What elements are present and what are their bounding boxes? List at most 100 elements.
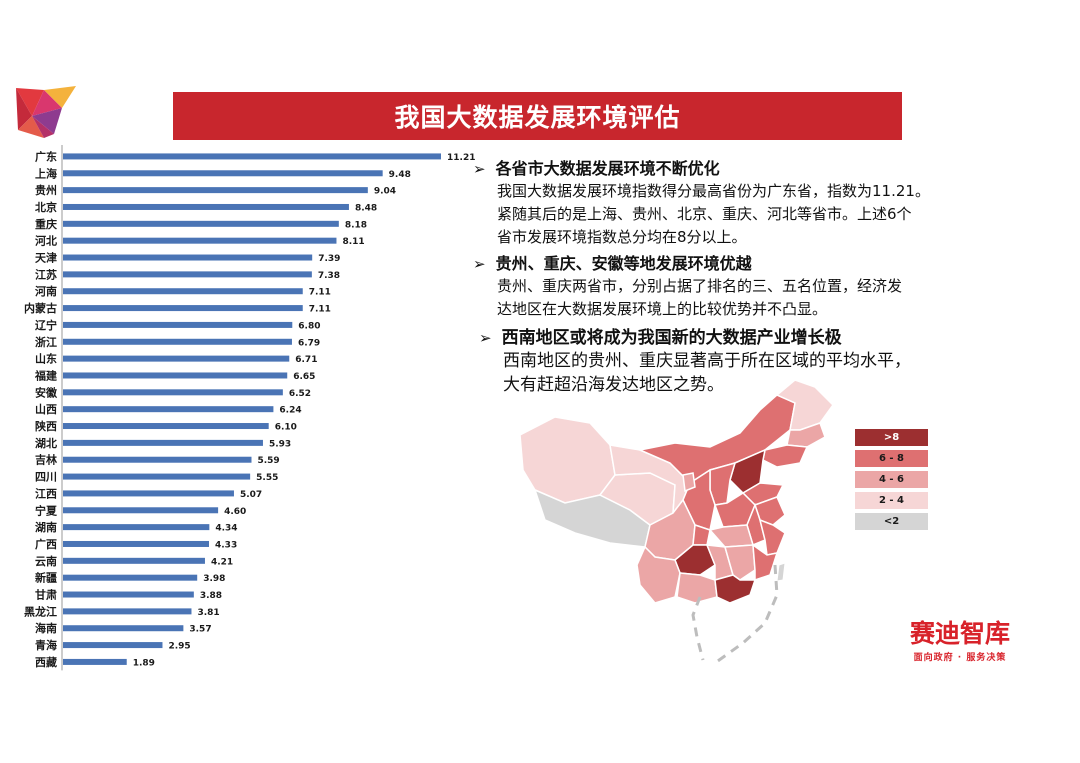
bullet-body: 贵州、重庆两省市，分别占据了排名的三、五名位置，经济发 达地区在大数据发展环境上… bbox=[473, 275, 993, 321]
map-region-hainan bbox=[681, 585, 693, 593]
legend-label: 2 - 4 bbox=[878, 495, 905, 506]
map-region-yunnan bbox=[636, 545, 681, 604]
data-label: 1.89 bbox=[133, 658, 155, 668]
category-label: 吉林 bbox=[35, 453, 57, 467]
category-label: 浙江 bbox=[35, 335, 57, 349]
data-label: 6.10 bbox=[275, 423, 297, 433]
category-label: 青海 bbox=[35, 638, 57, 652]
category-label: 贵州 bbox=[35, 183, 57, 197]
legend-item: >8 bbox=[855, 429, 928, 446]
brand-name: 赛迪智库 bbox=[910, 619, 1011, 648]
data-label: 7.11 bbox=[309, 305, 331, 315]
company-logo bbox=[16, 86, 76, 138]
bar bbox=[63, 321, 293, 328]
arrow-icon: ➢ bbox=[473, 255, 486, 273]
map-region-fujian bbox=[752, 543, 779, 582]
legend-label: <2 bbox=[883, 516, 900, 527]
map-region-shanxi bbox=[709, 461, 737, 506]
brand-slogan: 面向政府 · 服务决策 bbox=[913, 653, 1007, 663]
bar bbox=[63, 642, 163, 649]
category-label: 山东 bbox=[35, 352, 57, 366]
data-label: 6.52 bbox=[289, 389, 311, 399]
category-label: 上海 bbox=[35, 166, 57, 180]
category-label: 西藏 bbox=[35, 655, 57, 669]
category-label: 河南 bbox=[35, 284, 57, 298]
bar bbox=[63, 456, 252, 463]
bullet-line: 我国大数据发展环境指数得分最高省份为广东省，指数为11.21。 bbox=[497, 182, 930, 200]
bullet-item: ➢ 贵州、重庆、安徽等地发展环境优越 贵州、重庆两省市，分别占据了排名的三、五名位… bbox=[473, 253, 993, 321]
bullet-body: 我国大数据发展环境指数得分最高省份为广东省，指数为11.21。 紧随其后的是上海… bbox=[473, 180, 993, 249]
bullet-item: ➢ 西南地区或将成为我国新的大数据产业增长极 西南地区的贵州、重庆显著高于所在区域… bbox=[473, 327, 993, 397]
bullet-heading: 各省市大数据发展环境不断优化 bbox=[495, 159, 720, 178]
bullet-line: 省市发展环境指数总分均在8分以上。 bbox=[497, 228, 747, 246]
bar bbox=[63, 507, 219, 514]
category-label: 黑龙江 bbox=[24, 604, 57, 618]
data-label: 4.33 bbox=[215, 540, 237, 550]
bar bbox=[63, 338, 292, 345]
bar bbox=[63, 187, 368, 194]
category-label: 陕西 bbox=[35, 419, 57, 433]
data-label: 8.48 bbox=[355, 203, 377, 213]
data-label: 6.24 bbox=[279, 406, 301, 416]
legend-item: 4 - 6 bbox=[855, 471, 928, 488]
legend-label: 4 - 6 bbox=[878, 474, 905, 485]
data-label: 5.59 bbox=[257, 456, 279, 466]
map-region-guangdong bbox=[714, 574, 757, 604]
bar bbox=[63, 490, 234, 497]
bar bbox=[63, 658, 127, 665]
bullet-line: 贵州、重庆两省市，分别占据了排名的三、五名位置，经济发 bbox=[497, 277, 903, 295]
bullet-line: 达地区在大数据发展环境上的比较优势并不凸显。 bbox=[497, 300, 828, 318]
category-label: 广西 bbox=[35, 537, 57, 551]
data-label: 3.88 bbox=[200, 591, 222, 601]
bullet-heading: 贵州、重庆、安徽等地发展环境优越 bbox=[495, 254, 752, 273]
bar bbox=[63, 406, 274, 413]
category-label: 安徽 bbox=[35, 385, 58, 399]
category-label: 四川 bbox=[35, 471, 57, 484]
category-label: 甘肃 bbox=[35, 588, 57, 602]
data-label: 7.38 bbox=[318, 271, 340, 281]
bullet-line: 西南地区的贵州、重庆显著高于所在区域的平均水平， bbox=[503, 351, 911, 371]
data-label: 11.21 bbox=[447, 153, 475, 163]
category-label: 广东 bbox=[35, 149, 57, 163]
bullet-item: ➢ 各省市大数据发展环境不断优化 我国大数据发展环境指数得分最高省份为广东省，指数… bbox=[473, 158, 993, 249]
data-label: 2.95 bbox=[168, 642, 190, 652]
category-label: 宁夏 bbox=[35, 503, 58, 517]
bar bbox=[63, 271, 312, 278]
bar bbox=[63, 557, 205, 564]
data-label: 7.39 bbox=[318, 254, 340, 264]
legend-item: 2 - 4 bbox=[855, 492, 928, 509]
category-label: 重庆 bbox=[35, 217, 57, 231]
data-label: 4.21 bbox=[211, 557, 233, 567]
data-label: 5.93 bbox=[269, 439, 291, 449]
bar bbox=[63, 288, 303, 295]
data-label: 7.11 bbox=[309, 288, 331, 298]
legend-item: 6 - 8 bbox=[855, 450, 928, 467]
bullet-body: 西南地区的贵州、重庆显著高于所在区域的平均水平， 大有赶超沿海发达地区之势。 bbox=[473, 349, 993, 397]
map-region-zhejiang bbox=[758, 518, 786, 556]
data-label: 9.04 bbox=[374, 187, 396, 197]
data-label: 8.11 bbox=[342, 237, 364, 247]
bar bbox=[63, 254, 313, 261]
bar bbox=[63, 524, 210, 531]
bar bbox=[63, 203, 349, 210]
category-label: 湖南 bbox=[35, 520, 57, 534]
bar bbox=[63, 439, 263, 446]
data-label: 4.60 bbox=[224, 507, 246, 517]
map-legend: >8 6 - 8 4 - 6 2 - 4 <2 bbox=[855, 429, 928, 534]
bar bbox=[63, 608, 192, 615]
legend-item: <2 bbox=[855, 513, 928, 530]
bar bbox=[63, 625, 184, 632]
data-label: 6.71 bbox=[295, 355, 317, 365]
legend-label: 6 - 8 bbox=[878, 453, 905, 464]
map-region-taiwan bbox=[776, 562, 786, 582]
bar bbox=[63, 372, 288, 379]
category-label: 湖北 bbox=[35, 436, 57, 450]
legend-label: >8 bbox=[883, 432, 900, 443]
data-label: 8.18 bbox=[345, 220, 367, 230]
map-region-hubei bbox=[708, 524, 754, 548]
category-label: 江苏 bbox=[35, 267, 57, 281]
bullet-heading: 西南地区或将成为我国新的大数据产业增长极 bbox=[501, 328, 842, 348]
bar-chart: 广东 11.21 上海 9.48 贵州 9.04 北京 8.48 重庆 8.18 河北 8.11 天津 7… bbox=[24, 145, 475, 671]
bar bbox=[63, 574, 198, 581]
bar bbox=[63, 423, 269, 430]
